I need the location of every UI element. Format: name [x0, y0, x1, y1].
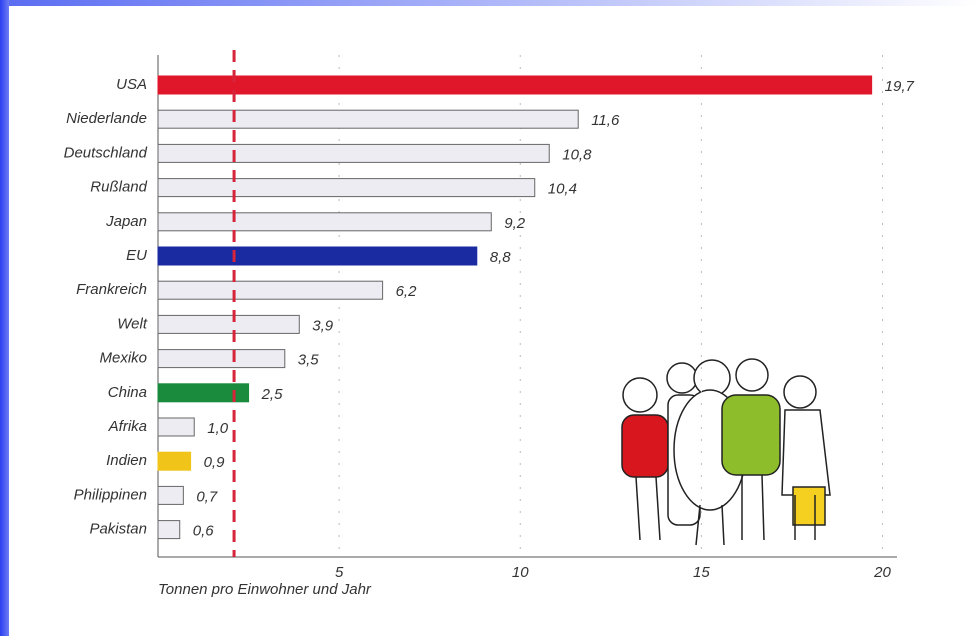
value-label: 3,9 [312, 317, 334, 334]
value-label: 9,2 [504, 215, 526, 232]
value-label: 10,4 [548, 181, 577, 198]
bar [157, 417, 195, 437]
bar [157, 520, 181, 540]
x-tick-label: 15 [693, 564, 710, 581]
y-tick-label: Afrika [108, 418, 147, 435]
value-label: 1,0 [207, 420, 229, 437]
y-tick-label: Indien [106, 452, 147, 469]
bar [157, 178, 536, 198]
y-tick-label: Mexiko [99, 350, 147, 367]
value-label: 0,6 [193, 523, 215, 540]
bar [157, 212, 492, 232]
bar [157, 143, 550, 163]
value-label: 3,5 [298, 352, 320, 369]
cartoon [621, 358, 831, 546]
x-tick-label: 10 [512, 564, 529, 581]
value-label: 6,2 [396, 283, 418, 300]
bar [157, 75, 873, 95]
bar [157, 451, 192, 471]
value-label: 11,6 [591, 112, 620, 129]
y-tick-label: USA [116, 76, 147, 93]
top-stripe [0, 0, 978, 6]
bar [157, 280, 384, 300]
bar [157, 349, 286, 369]
y-tick-label: Deutschland [64, 144, 148, 161]
value-label: 19,7 [885, 78, 915, 95]
value-label: 2,5 [261, 386, 284, 403]
y-tick-label: Welt [117, 315, 148, 332]
left-stripe [0, 0, 9, 636]
bar [157, 383, 250, 403]
value-label: 0,7 [196, 488, 218, 505]
y-tick-label: Japan [105, 213, 147, 230]
x-tick-label: 20 [873, 564, 891, 581]
y-tick-label: China [108, 384, 147, 401]
value-label: 0,9 [204, 454, 226, 471]
y-tick-label: Rußland [90, 179, 147, 196]
y-tick-label: Frankreich [76, 281, 147, 298]
y-tick-label: Pakistan [89, 521, 147, 538]
y-tick-label: Philippinen [74, 486, 147, 503]
x-axis-title: Tonnen pro Einwohner und Jahr [158, 581, 372, 598]
value-label: 10,8 [562, 146, 592, 163]
value-label: 8,8 [490, 249, 512, 266]
bar [157, 109, 579, 129]
x-tick-label: 5 [335, 564, 344, 581]
bar [157, 314, 300, 334]
y-tick-label: EU [126, 247, 147, 264]
y-tick-label: Niederlande [66, 110, 147, 127]
bar [157, 246, 478, 266]
bar [157, 485, 184, 505]
